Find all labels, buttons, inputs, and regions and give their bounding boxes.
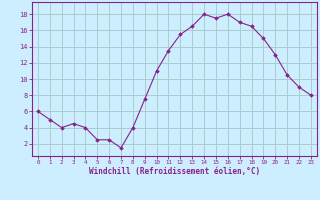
X-axis label: Windchill (Refroidissement éolien,°C): Windchill (Refroidissement éolien,°C) xyxy=(89,167,260,176)
